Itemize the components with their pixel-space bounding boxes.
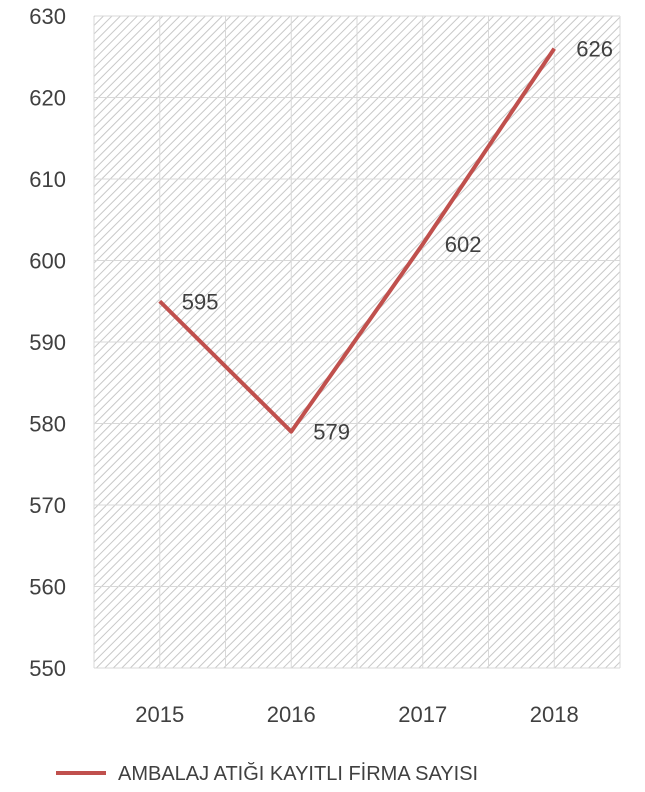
series-group: [158, 47, 556, 434]
y-tick-label: 560: [29, 575, 66, 600]
data-label: 579: [313, 420, 350, 445]
data-labels: 595 579 602 626: [182, 37, 613, 445]
y-tick-label: 630: [29, 4, 66, 29]
y-tick-label: 590: [29, 330, 66, 355]
y-tick-label: 580: [29, 412, 66, 437]
x-tick-label: 2015: [135, 702, 184, 727]
legend[interactable]: AMBALAJ ATIĞI KAYITLI FİRMA SAYISI: [56, 762, 478, 785]
data-label: 626: [576, 37, 613, 62]
data-label: 595: [182, 289, 219, 314]
gridlines: [93, 15, 621, 669]
y-axis-ticks: 550 560 570 580 590 600 610 620 630: [29, 4, 66, 681]
y-tick-label: 610: [29, 167, 66, 192]
x-tick-label: 2018: [530, 702, 579, 727]
x-axis-ticks: 2015 2016 2017 2018: [135, 702, 578, 727]
legend-label: AMBALAJ ATIĞI KAYITLI FİRMA SAYISI: [118, 762, 478, 785]
y-tick-label: 570: [29, 493, 66, 518]
y-tick-label: 550: [29, 656, 66, 681]
data-label: 602: [445, 232, 482, 257]
x-tick-label: 2016: [267, 702, 316, 727]
x-tick-label: 2017: [398, 702, 447, 727]
series-line: [158, 47, 556, 434]
y-tick-label: 600: [29, 249, 66, 274]
y-tick-label: 620: [29, 86, 66, 111]
